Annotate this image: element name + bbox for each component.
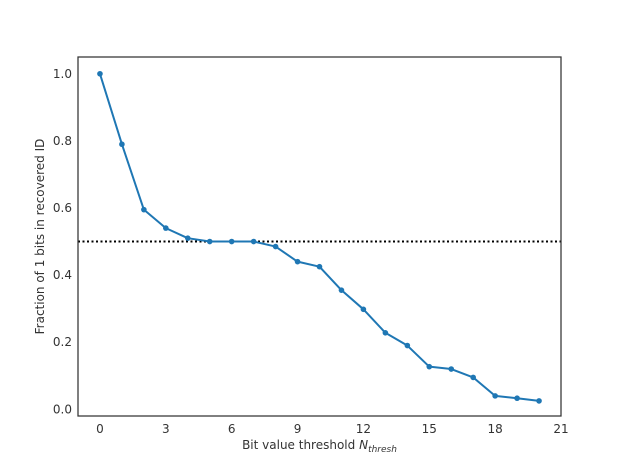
data-point bbox=[360, 306, 367, 313]
data-point bbox=[316, 263, 323, 270]
x-tick-label: 12 bbox=[356, 422, 371, 436]
data-point bbox=[228, 238, 235, 245]
data-point bbox=[536, 398, 542, 404]
data-point bbox=[97, 70, 103, 77]
plot-area bbox=[78, 70, 561, 404]
data-point bbox=[250, 238, 257, 245]
y-tick-label: 1.0 bbox=[53, 67, 72, 81]
data-point bbox=[448, 366, 455, 372]
data-point bbox=[294, 258, 301, 265]
x-axis-label-subscript: thresh bbox=[368, 445, 397, 455]
data-point bbox=[470, 374, 476, 381]
x-tick-label: 0 bbox=[96, 422, 104, 436]
x-tick-label: 3 bbox=[162, 422, 170, 436]
data-point bbox=[382, 329, 389, 336]
y-tick-label: 0.8 bbox=[53, 134, 72, 148]
data-point bbox=[141, 206, 147, 213]
y-axis-label: Fraction of 1 bits in recovered ID bbox=[33, 139, 47, 335]
series-line bbox=[98, 73, 540, 402]
x-axis-ticks: 0 3 6 9 12 15 18 21 bbox=[96, 422, 569, 436]
x-tick-label: 15 bbox=[422, 422, 437, 436]
data-point bbox=[184, 235, 191, 241]
y-axis-ticks: 0.0 0.2 0.4 0.6 0.8 1.0 bbox=[53, 67, 72, 417]
x-tick-label: 6 bbox=[228, 422, 236, 436]
data-point bbox=[514, 395, 520, 402]
data-point bbox=[338, 287, 345, 293]
x-tick-label: 21 bbox=[553, 422, 568, 436]
y-tick-label: 0.0 bbox=[53, 402, 72, 416]
x-tick-label: 18 bbox=[487, 422, 502, 436]
y-tick-label: 0.6 bbox=[53, 201, 72, 215]
data-point bbox=[206, 238, 213, 245]
data-point bbox=[492, 393, 498, 399]
data-point bbox=[272, 243, 279, 250]
data-point bbox=[163, 225, 169, 231]
y-tick-label: 0.4 bbox=[53, 268, 72, 282]
x-tick-label: 9 bbox=[294, 422, 302, 436]
y-tick-label: 0.2 bbox=[53, 335, 72, 349]
data-point bbox=[119, 141, 125, 148]
data-point bbox=[426, 363, 433, 370]
x-axis-label-variable: N bbox=[359, 438, 368, 452]
x-axis-label-text: Bit value threshold bbox=[242, 438, 359, 452]
x-axis-label: Bit value threshold Nthresh bbox=[242, 438, 397, 455]
data-point bbox=[404, 342, 411, 349]
axes-frame bbox=[77, 56, 562, 417]
